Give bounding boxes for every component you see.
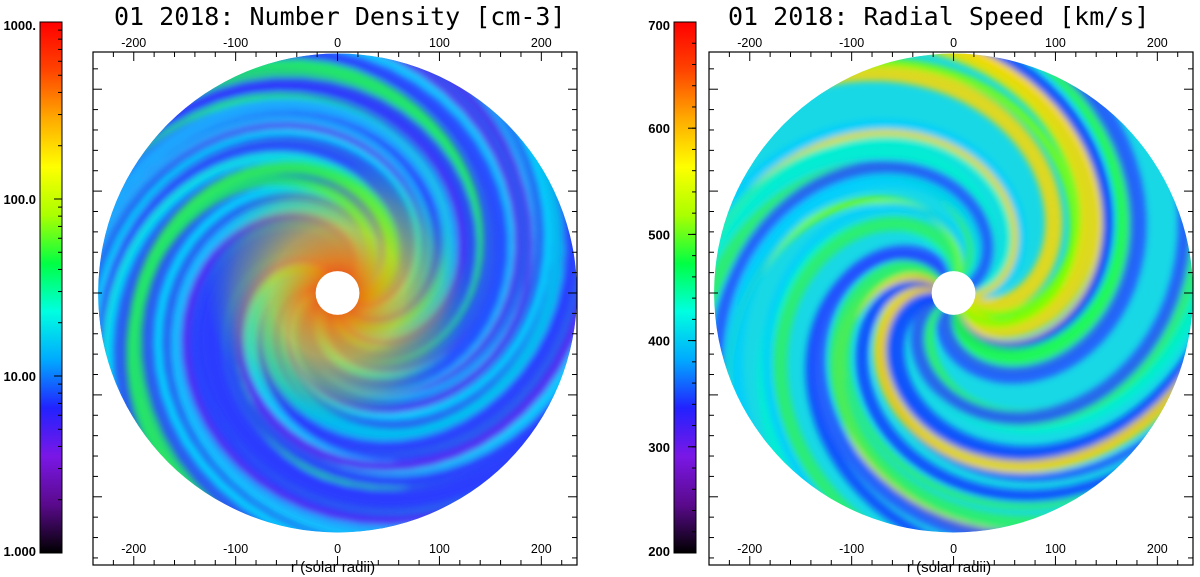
x-tick-label-top: -100: [223, 36, 248, 50]
x-tick-label-bottom: 200: [1147, 542, 1168, 556]
density-title: 01 2018: Number Density [cm-3]: [114, 2, 566, 31]
spiral-stream: [873, 279, 1193, 474]
x-axis-label: r (solar radii): [291, 559, 375, 576]
x-tick-label-bottom: 0: [950, 542, 957, 556]
x-tick-label-bottom: -200: [737, 542, 762, 556]
colorbar: [673, 21, 697, 554]
speed-title: 01 2018: Radial Speed [km/s]: [728, 2, 1150, 31]
x-tick-label-bottom: 100: [429, 542, 450, 556]
x-tick-label-bottom: 100: [1045, 542, 1066, 556]
colorbar-tick-label: 500: [648, 227, 670, 242]
x-tick-label-top: -200: [121, 36, 146, 50]
spiral-stream: [885, 262, 1193, 466]
colorbar-tick-label: 600: [648, 121, 670, 136]
heatmap-image: [98, 53, 577, 533]
inner-boundary: [315, 271, 360, 315]
colorbar-tick-label: 1000.: [3, 18, 36, 33]
x-tick-label-bottom: 0: [334, 542, 341, 556]
x-tick-label-top: -100: [839, 36, 864, 50]
x-axis-label: r (solar radii): [907, 559, 991, 576]
spiral-stream: [910, 96, 1192, 426]
x-tick-label-bottom: -100: [223, 542, 248, 556]
spiral-stream: [842, 53, 1100, 339]
spiral-stream: [762, 58, 1079, 328]
density-panel: 01 2018: Number Density [cm-3] 1.000 10.0…: [3, 2, 578, 576]
colorbar-tick-label: 400: [648, 334, 670, 349]
x-tick-label-bottom: -100: [839, 542, 864, 556]
colorbar-tick-label: 200: [648, 544, 670, 559]
spiral-stream: [714, 160, 995, 469]
spiral-stream: [934, 53, 1147, 384]
heatmap-structure: [714, 53, 1193, 533]
x-tick-label-top: 100: [429, 36, 450, 50]
colorbar-tick-label: 100.0: [3, 192, 36, 207]
colorbar-tick-label: 700: [648, 18, 670, 33]
spiral-stream: [743, 63, 1063, 316]
x-tick-label-top: 0: [950, 36, 957, 50]
inner-boundary: [931, 271, 976, 315]
spiral-stream: [811, 245, 1102, 533]
spiral-stream: [773, 216, 965, 533]
x-tick-label-bottom: 200: [531, 542, 552, 556]
colorbar: [39, 21, 63, 554]
spiral-stream: [828, 258, 1147, 531]
x-tick-label-bottom: -200: [121, 542, 146, 556]
plot-frame: [92, 51, 578, 566]
spiral-stream: [762, 203, 970, 533]
spiral-stream: [855, 274, 1193, 503]
x-tick-label-top: 200: [531, 36, 552, 50]
density-chart: 1.000 10.00 100.0 1000. -200 -200 -100 -100 0 0 10…: [3, 18, 578, 576]
x-tick-label-top: 0: [334, 36, 341, 50]
speed-panel: 01 2018: Radial Speed [km/s] 200 300 400 50…: [600, 0, 1200, 577]
x-tick-label-top: -200: [737, 36, 762, 50]
speed-chart: 200 300 400 500 600 700 -200 -200 -100 -100 0 0 100 1…: [648, 18, 1194, 576]
colorbar-tick-label: 300: [648, 440, 670, 455]
x-tick-label-top: 100: [1045, 36, 1066, 50]
x-tick-label-top: 200: [1147, 36, 1168, 50]
spiral-stream: [843, 266, 1190, 510]
colorbar-tick-label: 1.000: [3, 544, 36, 559]
spiral-stream: [714, 119, 1026, 313]
colorbar-tick-label: 10.00: [3, 369, 36, 384]
plot-frame: [708, 51, 1194, 566]
